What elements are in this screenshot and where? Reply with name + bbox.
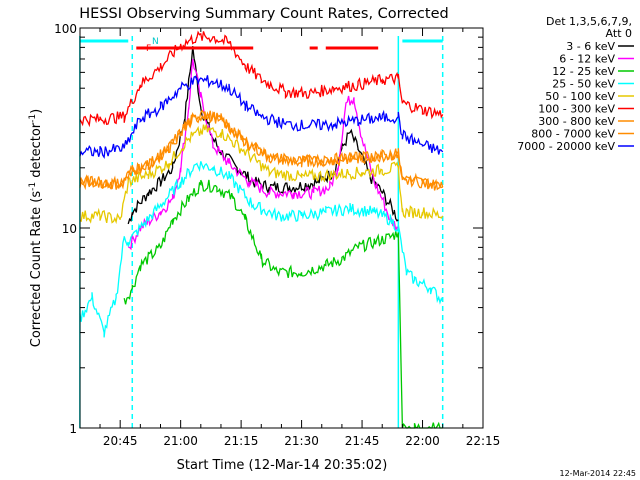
x-tick-label: 21:15 [224, 434, 259, 448]
series-line [79, 109, 444, 191]
x-tick-label: 22:15 [466, 434, 501, 448]
x-tick-label: 21:30 [284, 434, 319, 448]
series-line [79, 161, 444, 338]
saa-flag-label: N [152, 37, 159, 47]
series-12-25kev [123, 179, 443, 429]
legend-label: 7000 - 20000 keV [517, 140, 615, 153]
x-tick-label: 20:45 [103, 434, 138, 448]
series-800-7000kev [79, 109, 444, 191]
flare-flag-label: F [146, 44, 151, 54]
y-axis-label-part: detector [29, 122, 44, 182]
series-6-12kev [128, 58, 399, 251]
y-axis-label-exponent: -1 [28, 114, 38, 123]
series-line [79, 30, 444, 128]
y-axis-label-part: ) [29, 109, 44, 114]
legend-label: 100 - 300 keV [538, 103, 615, 116]
legend-label: 800 - 7000 keV [531, 128, 615, 141]
series-25-50kev [79, 161, 444, 338]
legend-header-line: Att 0 [606, 27, 632, 40]
y-tick-label: 100 [54, 22, 77, 36]
chart-title: HESSI Observing Summary Count Rates, Cor… [79, 6, 448, 22]
legend-label: 6 - 12 keV [559, 53, 615, 66]
series-line [128, 58, 399, 251]
series-line [79, 75, 444, 160]
legend-label: 50 - 100 keV [545, 90, 615, 103]
x-tick-label: 22:00 [405, 434, 440, 448]
series-50-100kev [79, 124, 444, 225]
y-tick-label: 10 [62, 222, 77, 236]
x-tick-label: 21:00 [163, 434, 198, 448]
y-tick-label: 1 [69, 422, 77, 436]
x-axis-label: Start Time (12-Mar-14 20:35:02) [177, 458, 388, 473]
y-axis-label: Corrected Count Rate (s-1 detector-1) [28, 109, 44, 347]
legend-header-line: Det 1,3,5,6,7,9, [546, 15, 632, 28]
series-line [79, 124, 444, 225]
y-axis-label-exponent: -1 [28, 182, 38, 191]
legend-label: 300 - 800 keV [538, 115, 615, 128]
legend-label: 25 - 50 keV [552, 78, 615, 91]
legend-label: 12 - 25 keV [552, 65, 615, 78]
y-axis: 1 10 100 [54, 22, 483, 436]
series-7000-20000kev [79, 75, 444, 160]
series-line [123, 179, 443, 429]
plot-marks: NF [79, 30, 444, 429]
footer-timestamp: 12-Mar-2014 22:45 [560, 469, 637, 478]
x-tick-label: 21:45 [345, 434, 380, 448]
series-100-300kev [79, 30, 444, 128]
legend-label: 3 - 6 keV [566, 40, 615, 53]
x-axis: 20:45 21:00 21:15 21:30 21:45 22:00 22:15 [99, 28, 501, 448]
y-axis-label-part: Corrected Count Rate (s [29, 191, 44, 348]
